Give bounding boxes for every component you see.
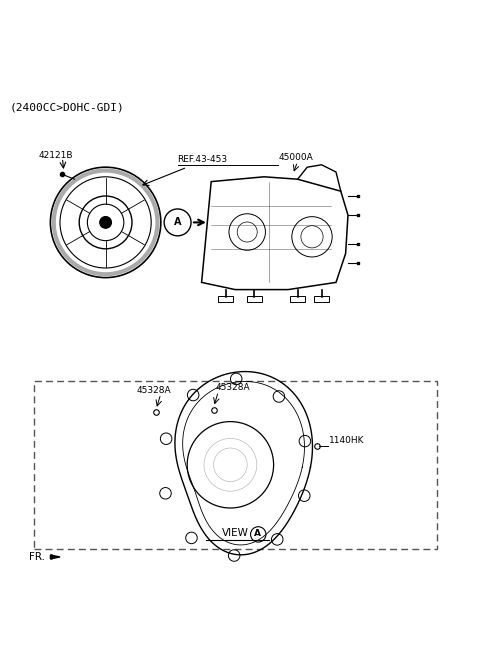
Text: A: A	[174, 217, 181, 228]
Circle shape	[100, 216, 111, 228]
Text: FR.: FR.	[29, 552, 45, 562]
Bar	[218, 296, 233, 302]
Text: 45000A: 45000A	[278, 153, 313, 162]
Text: A: A	[254, 529, 261, 538]
Bar	[247, 296, 262, 302]
Text: VIEW: VIEW	[222, 528, 249, 538]
Text: 42121B: 42121B	[38, 151, 73, 159]
Text: 45328A: 45328A	[137, 386, 171, 395]
Text: REF.43-453: REF.43-453	[178, 155, 228, 165]
Text: (2400CC>DOHC-GDI): (2400CC>DOHC-GDI)	[10, 102, 124, 112]
Bar	[290, 296, 305, 302]
Text: 45328A: 45328A	[216, 383, 251, 392]
Bar	[314, 296, 329, 302]
Text: 1140HK: 1140HK	[329, 436, 364, 445]
Polygon shape	[50, 555, 60, 559]
